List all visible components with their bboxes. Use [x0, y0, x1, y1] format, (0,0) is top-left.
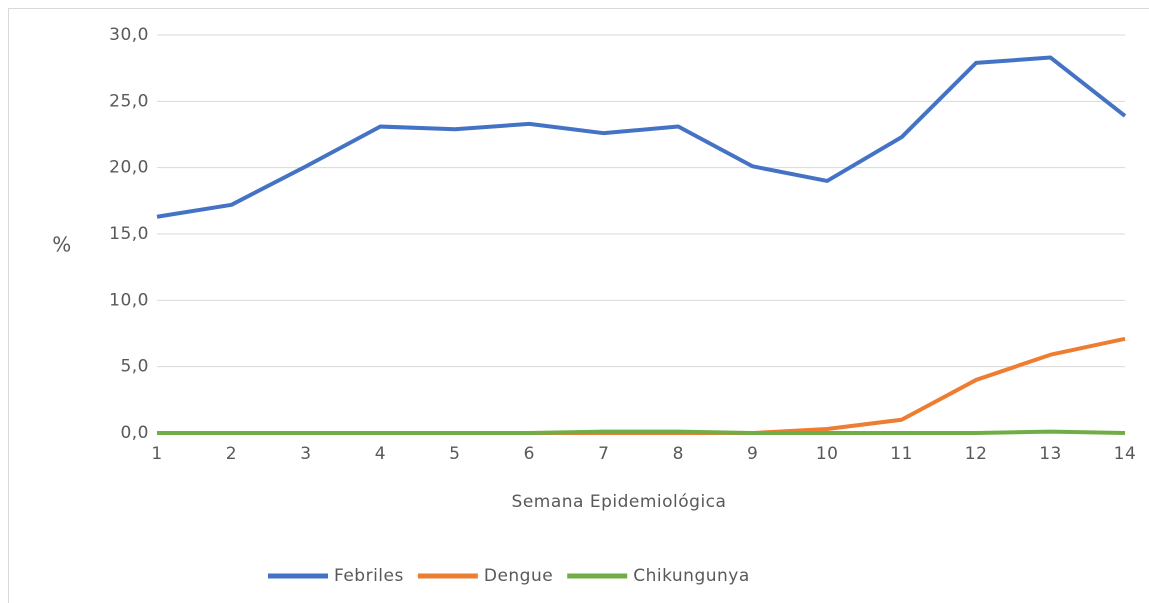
- x-tick-label: 4: [375, 444, 386, 464]
- x-tick-label: 7: [598, 444, 609, 464]
- x-tick-label: 13: [1039, 444, 1062, 464]
- x-tick-label: 12: [965, 444, 988, 464]
- legend-label: Dengue: [484, 566, 553, 586]
- x-tick-label: 9: [747, 444, 758, 464]
- x-tick-label: 5: [449, 444, 460, 464]
- series-line: [156, 55, 1127, 219]
- legend-label: Febriles: [334, 566, 404, 586]
- x-tick-label: 3: [300, 444, 311, 464]
- x-tick-label: 1: [151, 444, 162, 464]
- x-tick-label: 2: [226, 444, 237, 464]
- chart-frame: [8, 8, 1149, 603]
- y-tick-label: 20,0: [109, 158, 149, 178]
- legend-label: Chikungunya: [633, 566, 750, 586]
- y-tick-label: 0,0: [120, 423, 149, 443]
- y-tick-label: 10,0: [109, 290, 149, 310]
- series-line: [157, 336, 1126, 435]
- x-tick-label: 11: [890, 444, 913, 464]
- x-tick-label: 10: [816, 444, 839, 464]
- x-tick-label: 6: [524, 444, 535, 464]
- x-tick-label: 8: [673, 444, 684, 464]
- y-tick-label: 25,0: [109, 91, 149, 111]
- y-tick-label: 30,0: [109, 25, 149, 45]
- y-axis-title: %: [52, 233, 72, 257]
- x-tick-label: 14: [1114, 444, 1137, 464]
- y-tick-label: 5,0: [120, 357, 149, 377]
- x-axis-title: Semana Epidemiológica: [512, 492, 727, 512]
- series-line: [157, 429, 1126, 435]
- y-tick-label: 15,0: [109, 224, 149, 244]
